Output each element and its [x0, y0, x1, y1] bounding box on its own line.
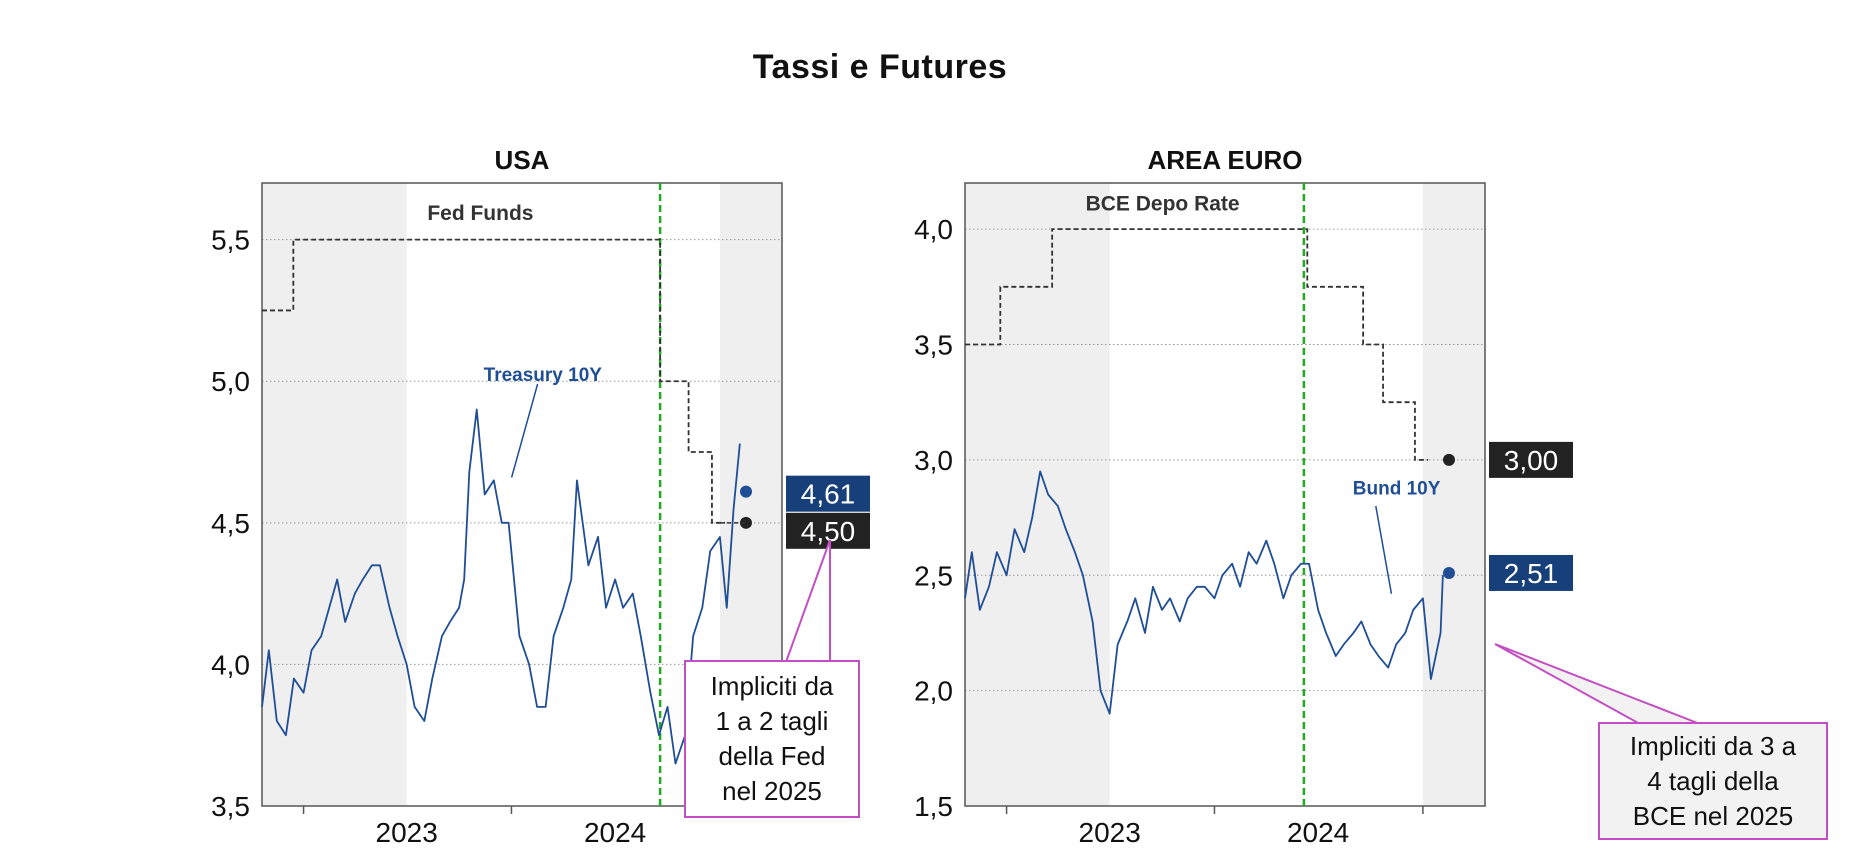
policy-rate-line [965, 228, 1429, 461]
panel-title: USA [495, 145, 550, 175]
y-tick-label: 5,0 [211, 366, 250, 397]
y-tick-label: 4,5 [211, 508, 250, 539]
end-value-dot [1443, 453, 1455, 466]
policy-rate-line [262, 238, 726, 524]
y-tick-label: 1,5 [914, 791, 953, 822]
callout-pointer [1494, 643, 1701, 725]
end-value-box [1489, 554, 1573, 591]
x-tick-label: 2023 [1079, 817, 1141, 848]
x-tick-label: 2023 [376, 817, 438, 848]
x-tick-label: 2024 [584, 817, 646, 848]
plot-frame [261, 182, 783, 807]
euro-callout: Impliciti da 3 a 4 tagli della BCE nel 2… [1598, 722, 1828, 840]
callout-pointer [784, 539, 831, 663]
end-value-box [786, 475, 870, 512]
end-value-label: 2,51 [1504, 558, 1559, 589]
end-value-dot [740, 516, 752, 529]
chart-title: Tassi e Futures [752, 48, 1008, 86]
plot-frame [964, 182, 1486, 807]
panel-title: AREA EURO [1147, 145, 1302, 175]
euro-panel: 1,5 2,0 2,5 3,0 3,5 4,0 2023 2024 AREA EURO BCE D… [914, 145, 1701, 848]
bond-yield-line [261, 408, 741, 765]
shaded-period [1422, 183, 1485, 806]
end-value-dot [740, 485, 752, 498]
series-label: Treasury 10Y [484, 365, 603, 386]
end-value-label: 4,50 [801, 516, 856, 547]
bond-yield-line [964, 470, 1444, 715]
series-label: Bund 10Y [1353, 479, 1441, 500]
y-tick-label: 3,5 [914, 330, 953, 361]
shaded-period [262, 183, 407, 806]
y-tick-label: 2,0 [914, 676, 953, 707]
y-tick-label: 4,0 [211, 649, 250, 680]
series-label: Fed Funds [427, 202, 533, 225]
end-value-label: 3,00 [1504, 445, 1559, 476]
y-tick-label: 3,5 [211, 791, 250, 822]
y-tick-label: 2,5 [914, 560, 953, 591]
usa-callout: Impliciti da 1 a 2 tagli della Fed nel 2… [684, 660, 860, 818]
label-pointer [1375, 505, 1393, 594]
y-tick-label: 5,5 [211, 225, 250, 256]
end-value-box [1489, 441, 1573, 478]
usa-panel: 3,5 4,0 4,5 5,0 5,5 2023 2024 USA Fed Funds Treas… [211, 145, 870, 848]
x-tick-label: 2024 [1287, 817, 1349, 848]
series-label: BCE Depo Rate [1086, 193, 1240, 216]
shaded-period [965, 183, 1110, 806]
y-tick-label: 4,0 [914, 214, 953, 245]
label-pointer [510, 383, 539, 478]
end-value-label: 4,61 [801, 479, 856, 510]
end-value-dot [1443, 566, 1455, 579]
y-tick-label: 3,0 [914, 445, 953, 476]
